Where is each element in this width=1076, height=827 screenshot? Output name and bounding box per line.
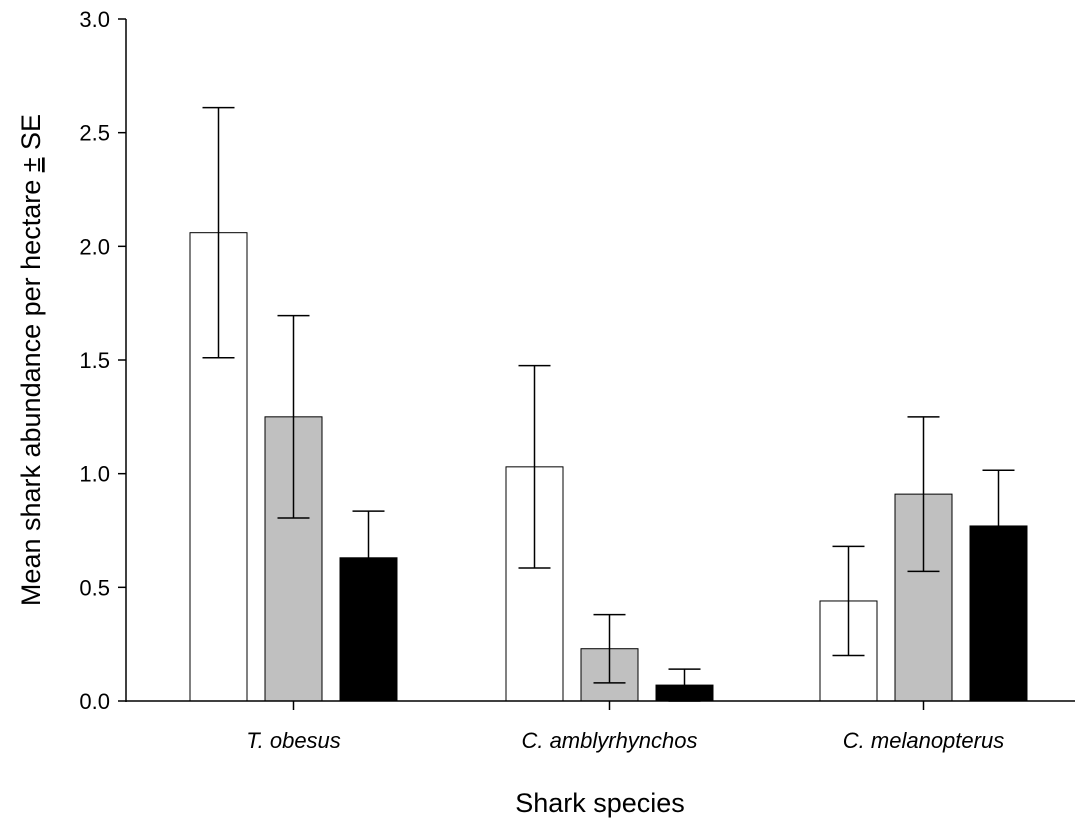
y-ticks-layer: 0.0 0.5 1.0 1.5 2.0 2.5 3.0	[79, 7, 126, 714]
x-tick-label: C. amblyrhynchos	[521, 728, 697, 753]
y-axis-title-text: Mean shark abundance per hectare	[16, 172, 46, 606]
y-tick-label: 2.0	[79, 234, 110, 259]
y-tick-label: 1.0	[79, 462, 110, 487]
y-tick-label: 1.5	[79, 348, 110, 373]
y-axis-title: Mean shark abundance per hectare ± SE	[16, 114, 46, 606]
bars-layer	[189, 232, 1028, 702]
x-ticks-layer: T. obesus C. amblyrhynchos C. melanopterus	[246, 701, 1004, 753]
y-axis-title-se: SE	[16, 114, 46, 158]
y-tick-label: 0.5	[79, 575, 110, 600]
y-tick-label: 2.5	[79, 121, 110, 146]
x-tick-label: T. obesus	[246, 728, 341, 753]
y-tick-label: 0.0	[79, 689, 110, 714]
plus-minus-sign: ±	[16, 157, 46, 172]
x-axis-title: Shark species	[515, 788, 685, 818]
y-tick-label: 3.0	[79, 7, 110, 32]
x-tick-label: C. melanopterus	[843, 728, 1004, 753]
error-bars-layer	[202, 106, 1015, 702]
